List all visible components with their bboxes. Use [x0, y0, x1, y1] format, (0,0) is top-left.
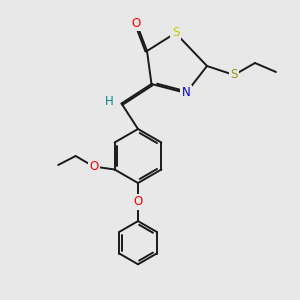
Text: O: O — [89, 160, 98, 173]
Text: O: O — [132, 17, 141, 30]
Text: S: S — [172, 26, 179, 40]
Text: N: N — [182, 86, 190, 100]
Text: S: S — [230, 68, 238, 82]
Text: H: H — [104, 94, 113, 108]
Text: O: O — [134, 195, 142, 208]
